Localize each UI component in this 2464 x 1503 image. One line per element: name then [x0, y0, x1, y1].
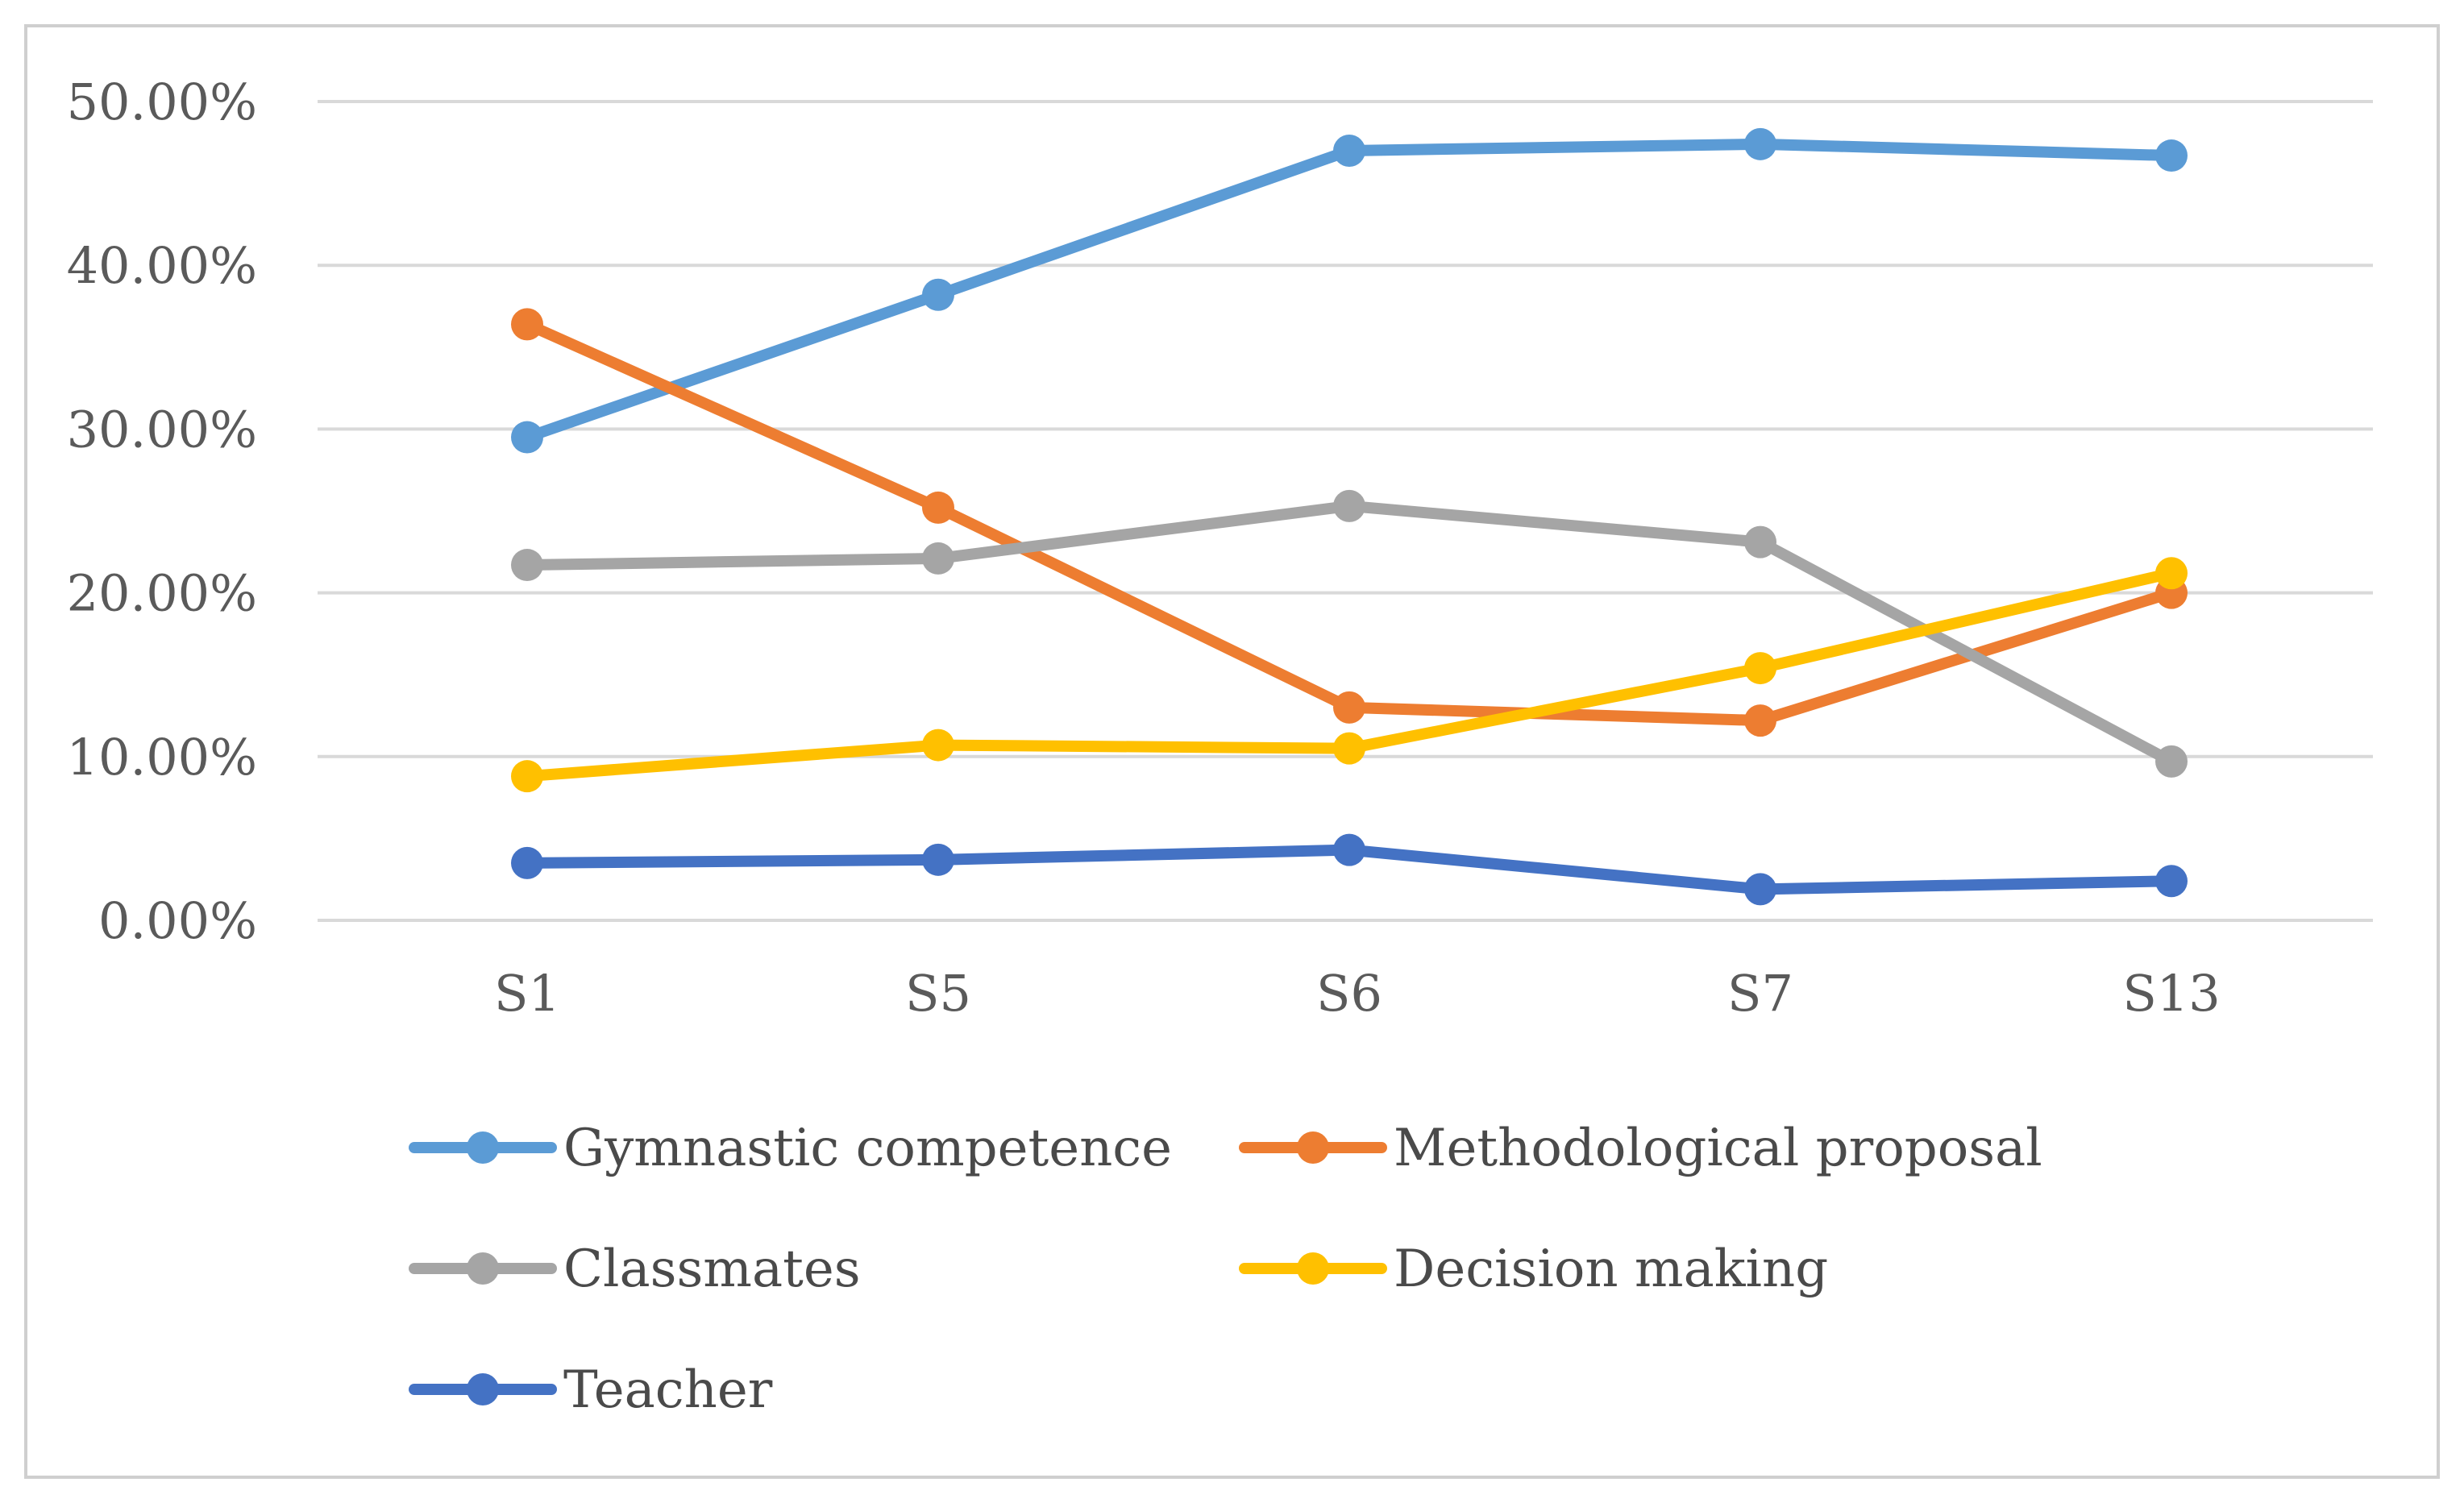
- legend-item: Teacher: [409, 1360, 773, 1420]
- data-point: [922, 491, 954, 524]
- y-tick-label: 10.00%: [67, 728, 257, 787]
- data-point: [511, 760, 543, 793]
- series-decision-making: [511, 557, 2188, 793]
- data-point: [1744, 525, 1776, 558]
- data-point: [2155, 557, 2188, 590]
- data-point: [1333, 732, 1365, 765]
- data-point: [922, 278, 954, 311]
- data-point: [1744, 704, 1776, 737]
- series-classmates: [511, 489, 2188, 778]
- gridlines: [318, 100, 2373, 922]
- legend-swatch-marker: [1297, 1252, 1329, 1285]
- legend: Gymnastic competence Methodological propo…: [409, 1119, 2042, 1420]
- data-point: [2155, 139, 2188, 172]
- data-point: [922, 843, 954, 876]
- data-point: [511, 846, 543, 879]
- series-lines: [511, 127, 2188, 906]
- legend-swatch-marker: [467, 1131, 499, 1164]
- data-point: [1744, 652, 1776, 685]
- x-tick-label: S1: [494, 964, 560, 1023]
- y-tick-label: 40.00%: [67, 236, 257, 295]
- data-point: [511, 308, 543, 341]
- y-tick-label: 20.00%: [67, 564, 257, 623]
- data-point: [2155, 745, 2188, 778]
- legend-swatch-marker: [1297, 1131, 1329, 1164]
- data-point: [1333, 134, 1365, 167]
- series-teacher: [511, 833, 2188, 906]
- legend-label: Decision making: [1394, 1239, 1828, 1299]
- legend-item: Classmates: [409, 1239, 861, 1299]
- legend-item: Gymnastic competence: [409, 1119, 1172, 1178]
- data-point: [1333, 691, 1365, 724]
- line-chart: 0.00% 10.00% 20.00% 30.00% 40.00% 50.00% S1 S5…: [67, 73, 2373, 1420]
- legend-swatch-marker: [467, 1373, 499, 1405]
- legend-label: Teacher: [563, 1360, 773, 1420]
- series-line: [521, 318, 2177, 727]
- data-point: [2155, 865, 2188, 898]
- series-line: [521, 138, 2177, 443]
- data-point: [1333, 833, 1365, 866]
- data-point: [1744, 127, 1776, 160]
- data-point: [922, 729, 954, 762]
- series-methodological-proposal: [511, 308, 2188, 737]
- legend-label: Gymnastic competence: [563, 1119, 1172, 1178]
- legend-item: Methodological proposal: [1239, 1119, 2042, 1178]
- data-point: [922, 542, 954, 575]
- y-tick-label: 30.00%: [67, 400, 257, 459]
- data-point: [511, 421, 543, 454]
- x-axis-tick-labels: S1 S5 S6 S7 S13: [494, 964, 2221, 1023]
- data-point: [1744, 873, 1776, 906]
- y-tick-label: 0.00%: [98, 891, 257, 950]
- x-tick-label: S5: [905, 964, 971, 1023]
- series-gymnastic-competence: [511, 127, 2188, 454]
- chart-frame: 0.00% 10.00% 20.00% 30.00% 40.00% 50.00% S1 S5…: [24, 24, 2440, 1479]
- data-point: [511, 549, 543, 582]
- x-tick-label: S6: [1316, 964, 1382, 1023]
- y-tick-label: 50.00%: [67, 73, 257, 131]
- legend-label: Methodological proposal: [1394, 1119, 2042, 1178]
- legend-swatch-marker: [467, 1252, 499, 1285]
- legend-item: Decision making: [1239, 1239, 1828, 1299]
- y-axis-tick-labels: 0.00% 10.00% 20.00% 30.00% 40.00% 50.00%: [67, 73, 257, 950]
- x-tick-label: S13: [2122, 964, 2220, 1023]
- x-tick-label: S7: [1727, 964, 1793, 1023]
- data-point: [1333, 489, 1365, 522]
- legend-label: Classmates: [563, 1239, 861, 1299]
